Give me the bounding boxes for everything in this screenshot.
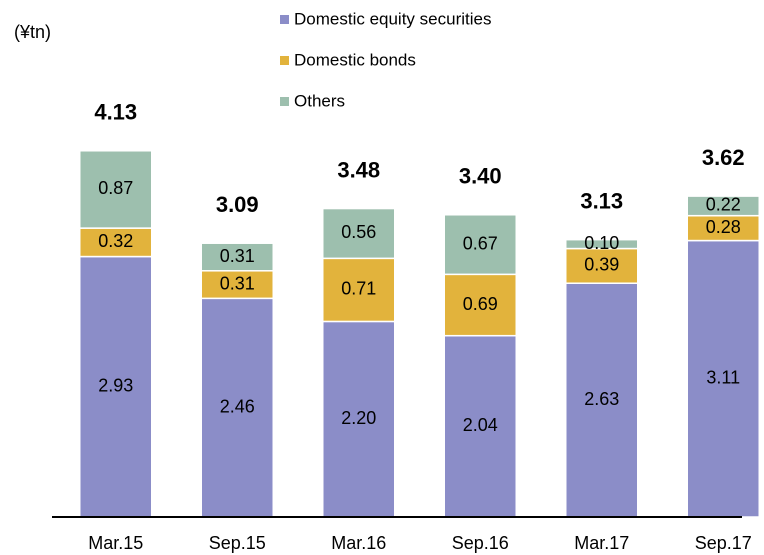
x-tick-label: Mar.16	[331, 533, 386, 553]
value-label: 0.32	[98, 231, 133, 251]
value-label: 0.31	[220, 273, 255, 293]
bar-segment	[565, 238, 639, 250]
bar-segment	[79, 227, 153, 258]
bar-segment	[686, 195, 760, 217]
value-label: 0.31	[220, 246, 255, 266]
value-label: 3.11	[706, 368, 740, 388]
bar-segment	[200, 242, 274, 272]
legend-label: Domestic equity securities	[294, 9, 491, 28]
bar-segment	[565, 282, 639, 518]
bar-segment	[79, 255, 153, 518]
legend-swatch	[280, 15, 289, 24]
value-label: 0.69	[463, 294, 498, 314]
bar-segment	[79, 150, 153, 229]
total-label: 3.48	[337, 157, 380, 182]
legend-swatch	[280, 97, 289, 106]
bar-segment	[686, 239, 760, 518]
total-label: 3.62	[702, 145, 745, 170]
value-label: 2.04	[463, 415, 498, 435]
x-tick-label: Mar.15	[88, 533, 143, 553]
bar-segment	[443, 214, 517, 276]
value-label: 2.20	[341, 408, 376, 428]
legend-label: Domestic bonds	[294, 50, 416, 69]
total-label: 4.13	[94, 100, 137, 125]
value-label: 0.87	[98, 178, 133, 198]
legend-swatch	[280, 56, 289, 65]
x-tick-label: Sep.16	[452, 533, 509, 553]
value-label: 0.56	[341, 222, 376, 242]
value-label: 0.22	[706, 195, 741, 215]
total-label: 3.13	[580, 188, 623, 213]
value-label: 2.46	[220, 396, 255, 416]
bar-segment	[443, 273, 517, 337]
value-label: 0.67	[463, 233, 498, 253]
bar-segment	[200, 297, 274, 518]
legend-label: Others	[294, 91, 345, 110]
value-label: 0.28	[706, 217, 741, 237]
x-tick-label: Sep.17	[695, 533, 752, 553]
x-tick-label: Sep.15	[209, 533, 266, 553]
total-label: 3.40	[459, 164, 502, 189]
bar-segment	[443, 334, 517, 518]
value-label: 0.39	[584, 255, 619, 275]
x-tick-label: Mar.17	[574, 533, 629, 553]
bar-segment	[322, 207, 396, 260]
bar-segment	[686, 214, 760, 242]
value-label: 2.63	[584, 389, 619, 409]
bar-segment	[322, 257, 396, 323]
value-label: 0.71	[341, 279, 376, 299]
total-label: 3.09	[216, 192, 259, 217]
value-label: 2.93	[98, 376, 133, 396]
unit-label: (¥tn)	[14, 22, 51, 42]
value-label: 0.10	[584, 233, 619, 253]
